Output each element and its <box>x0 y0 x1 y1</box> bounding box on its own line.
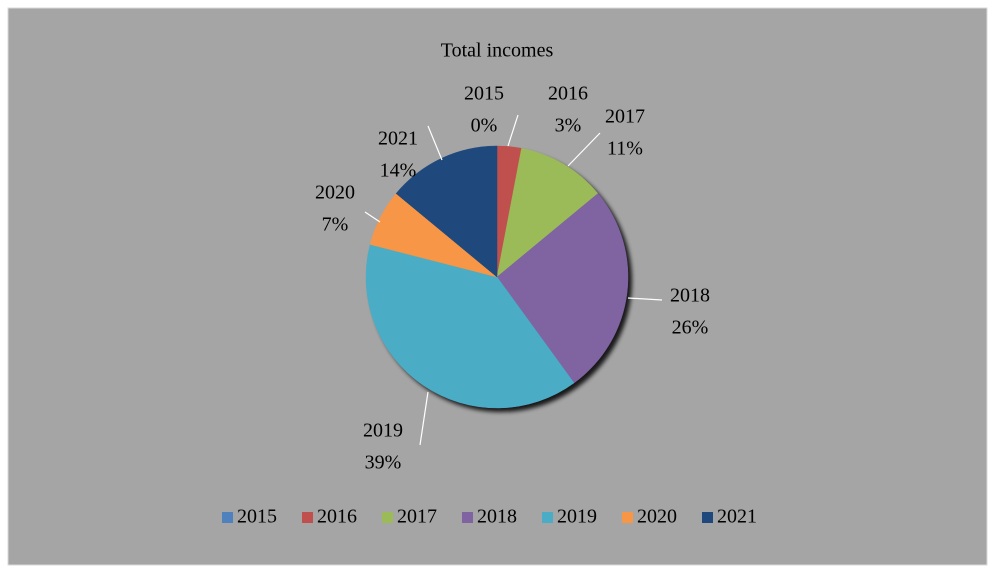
data-label-value: 7% <box>322 214 349 236</box>
data-label-category: 2019 <box>363 420 403 442</box>
data-label-value: 0% <box>471 115 498 137</box>
legend-swatch <box>542 512 553 523</box>
data-label-category: 2016 <box>548 83 588 105</box>
data-label-category: 2018 <box>670 285 710 307</box>
data-label-value: 39% <box>365 452 402 474</box>
legend-label: 2019 <box>557 506 597 528</box>
data-label-value: 26% <box>672 317 709 339</box>
leader-line <box>627 297 663 301</box>
data-label-value: 3% <box>555 115 582 137</box>
legend-label: 2016 <box>317 506 357 528</box>
legend-swatch <box>222 512 233 523</box>
legend-swatch <box>302 512 313 523</box>
leader-line <box>427 125 443 161</box>
data-label-category: 2020 <box>315 182 355 204</box>
leader-line <box>364 211 381 223</box>
data-label-value: 11% <box>607 138 643 160</box>
pie-slice <box>496 148 599 278</box>
legend-swatch <box>702 512 713 523</box>
legend-swatch <box>382 512 393 523</box>
legend-label: 2021 <box>717 506 757 528</box>
legend-swatch <box>622 512 633 523</box>
legend-label: 2017 <box>397 506 437 528</box>
chart-title: Total incomes <box>441 40 554 62</box>
legend-swatch <box>462 512 473 523</box>
pie-slice <box>365 244 575 409</box>
data-label-category: 2021 <box>378 128 418 150</box>
legend-label: 2020 <box>637 506 677 528</box>
leader-line <box>419 391 429 446</box>
data-label-value: 14% <box>380 160 417 182</box>
data-label-category: 2015 <box>464 83 504 105</box>
leader-line <box>507 114 519 147</box>
leader-line <box>567 132 601 167</box>
pie-slice <box>496 193 629 384</box>
legend-label: 2015 <box>237 506 277 528</box>
legend-label: 2018 <box>477 506 517 528</box>
data-label-category: 2017 <box>605 106 645 128</box>
